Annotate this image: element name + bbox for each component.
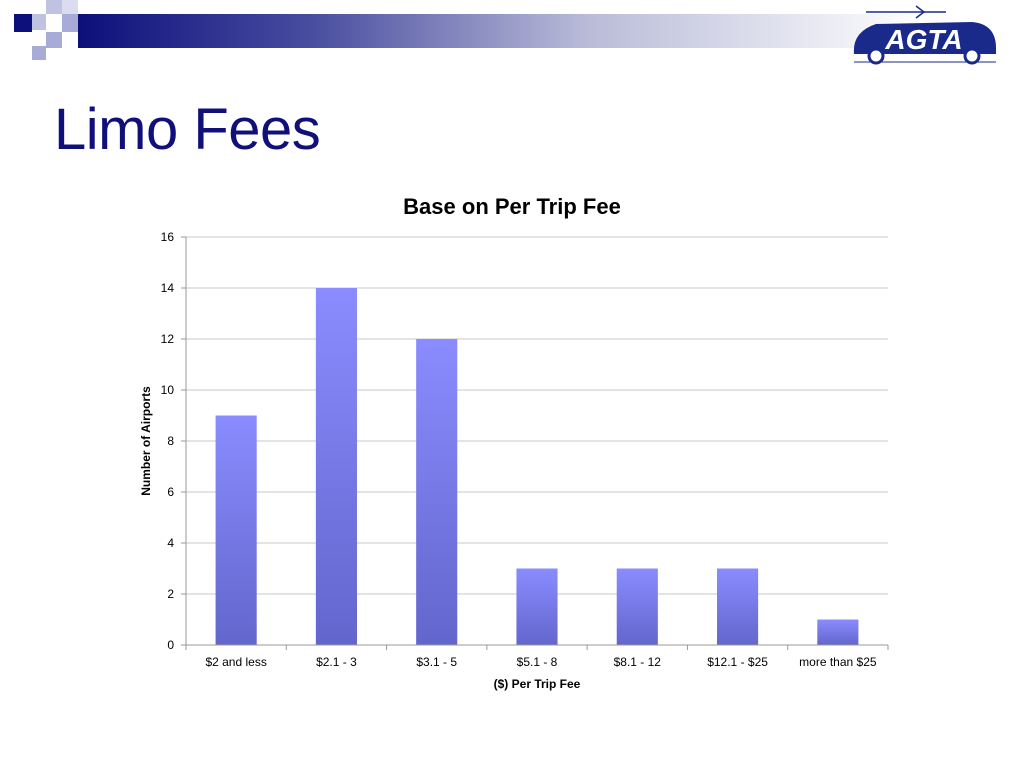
bar-1 xyxy=(315,288,357,645)
header-square-dark xyxy=(14,14,32,32)
header-decoration xyxy=(0,0,1024,62)
header-square-light xyxy=(62,0,78,14)
header-gradient-bar xyxy=(78,14,924,48)
header-square-light xyxy=(46,0,62,14)
y-tick-label: 8 xyxy=(167,434,174,448)
y-tick-label: 12 xyxy=(161,332,175,346)
bars xyxy=(215,288,859,645)
x-tick-label: $5.1 - 8 xyxy=(517,655,558,669)
bar-0 xyxy=(215,415,257,645)
header-square-mid xyxy=(46,32,62,48)
header-square-mid xyxy=(62,14,78,32)
x-tick-label: $3.1 - 5 xyxy=(416,655,457,669)
y-axis-ticks: 0 2 4 6 8 10 12 14 16 xyxy=(161,230,186,652)
bar-5 xyxy=(717,568,759,645)
y-tick-label: 16 xyxy=(161,230,175,244)
x-tick-label: $12.1 - $25 xyxy=(707,655,768,669)
x-tick-label: $8.1 - 12 xyxy=(614,655,662,669)
logo-text: AGTA xyxy=(884,24,962,55)
bar-6 xyxy=(817,619,859,645)
x-tick-label: more than $25 xyxy=(799,655,877,669)
header-square-light xyxy=(32,14,46,30)
chart-title: Base on Per Trip Fee xyxy=(403,194,621,219)
gridlines xyxy=(186,236,888,595)
bar-3 xyxy=(516,568,558,645)
agta-logo: AGTA xyxy=(853,5,996,65)
x-axis-ticks: $2 and less $2.1 - 3 $3.1 - 5 $5.1 - 8 $8.1 … xyxy=(185,645,889,669)
x-tick-label: $2.1 - 3 xyxy=(316,655,357,669)
bar-2 xyxy=(416,339,458,645)
x-tick-label: $2 and less xyxy=(205,655,266,669)
y-tick-label: 6 xyxy=(167,485,174,499)
x-axis-label: ($) Per Trip Fee xyxy=(494,677,581,691)
y-axis-label: Number of Airports xyxy=(139,386,153,496)
slide-title: Limo Fees xyxy=(54,97,321,162)
y-tick-label: 2 xyxy=(167,587,174,601)
header-square-mid xyxy=(32,46,46,60)
y-tick-label: 14 xyxy=(161,281,175,295)
y-tick-label: 10 xyxy=(161,383,175,397)
y-tick-label: 0 xyxy=(167,638,174,652)
bar-4 xyxy=(616,568,658,645)
y-tick-label: 4 xyxy=(167,536,174,550)
